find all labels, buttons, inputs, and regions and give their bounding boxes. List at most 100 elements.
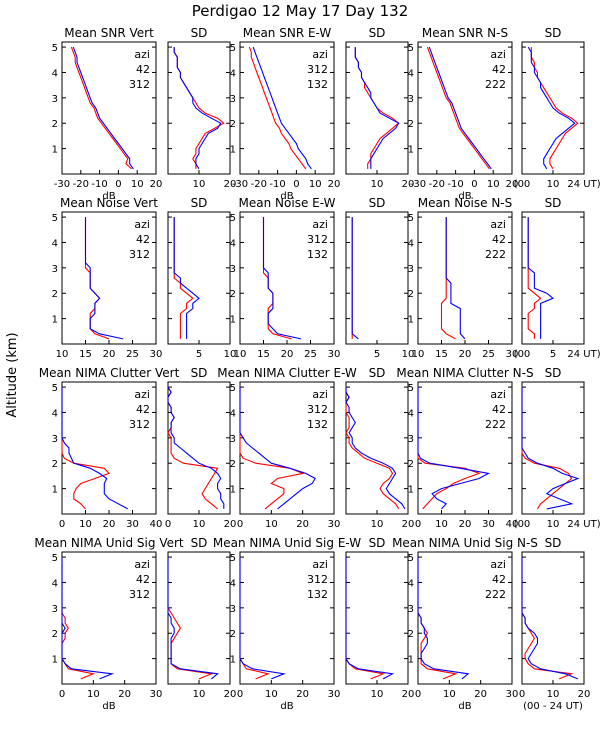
x-tick-label: 15 (79, 349, 92, 360)
series-line-42 (440, 217, 456, 340)
y-tick-label: 4 (408, 238, 414, 249)
x-axis-label: dB (102, 191, 115, 202)
y-tick-label: 2 (52, 289, 58, 300)
panel-title: Mean NIMA Clutter Vert (39, 366, 180, 380)
x-tick-label: 5 (374, 349, 380, 360)
legend-entry: 132 (307, 78, 328, 91)
legend-entry: 222 (485, 588, 506, 601)
series-line-312 (72, 46, 134, 170)
x-tick-label: 20 (224, 179, 237, 190)
panel-frame (239, 41, 335, 175)
legend-entry: 42 (136, 233, 150, 246)
panel-frame (167, 551, 231, 685)
x-tick-label: 40 (150, 519, 163, 530)
y-tick-label: 2 (52, 629, 58, 640)
x-tick-label: 20 (328, 179, 341, 190)
panel-2-5: SD (00 10 24 UT) (514, 366, 600, 530)
panel-frame (239, 381, 335, 515)
panel-0-3: SD 10 20 (345, 26, 414, 190)
x-tick-label: 0 (519, 689, 525, 700)
panel-frame (61, 211, 157, 345)
series-line-42 (530, 47, 579, 170)
x-tick-label: -20 (251, 179, 267, 190)
x-tick-label: 0 (59, 519, 65, 530)
series-line-312 (167, 557, 219, 680)
panel-title: Mean Noise N-S (418, 196, 513, 210)
y-tick-label: 4 (408, 408, 414, 419)
panel-frame (417, 551, 513, 685)
series-line-42 (173, 217, 194, 339)
panel-frame (417, 211, 513, 345)
panel-0-1: SD 10 20 (167, 26, 237, 190)
panel-2-2: Mean NIMA Clutter E-W 1 2 3 4 5 0 10 20 30 azi 312 1… (217, 366, 357, 530)
x-tick-label: -20 (429, 179, 445, 190)
y-tick-label: 2 (408, 119, 414, 130)
x-tick-label: 0 (237, 689, 243, 700)
legend-entry: 222 (485, 418, 506, 431)
y-tick-label: 5 (230, 383, 236, 394)
y-tick-label: 3 (230, 604, 236, 615)
y-tick-label: 5 (408, 383, 414, 394)
legend-entry: 312 (129, 418, 150, 431)
y-tick-label: 3 (408, 604, 414, 615)
series-line-42 (84, 217, 110, 340)
panel-title: Mean Noise Vert (60, 196, 158, 210)
y-tick-label: 1 (230, 315, 236, 326)
x-tick-label: 20 (402, 519, 415, 530)
y-tick-label: 1 (52, 655, 58, 666)
x-tick-label: 30 (506, 689, 519, 700)
legend-header: azi (134, 48, 150, 61)
y-tick-label: 4 (408, 68, 414, 79)
series-line-222 (417, 557, 470, 680)
legend-entry: 42 (492, 403, 506, 416)
y-tick-label: 4 (230, 578, 236, 589)
x-tick-label: 10 (547, 519, 560, 530)
panel-0-4: Mean SNR N-S 1 2 3 4 5 -30 -20 -10 0 10 20 dB azi 42 22… (408, 26, 519, 202)
panel-title: SD (545, 26, 562, 40)
x-tick-label: 10 (87, 689, 100, 700)
x-tick-label: 20 (150, 179, 163, 190)
legend-header: azi (312, 388, 328, 401)
y-tick-label: 3 (52, 434, 58, 445)
y-tick-label: 5 (52, 43, 58, 54)
legend-entry: 312 (307, 63, 328, 76)
panel-frame (239, 211, 335, 345)
x-tick-label: -30 (54, 179, 70, 190)
y-tick-label: 2 (230, 119, 236, 130)
panel-title: Mean SNR E-W (243, 26, 332, 40)
series-line-42 (521, 387, 573, 510)
x-tick-label: 10 (193, 179, 206, 190)
x-tick-label: 10 (309, 179, 322, 190)
x-tick-label: 30 (328, 519, 341, 530)
series-line-222 (417, 387, 491, 510)
legend-entry: 132 (307, 248, 328, 261)
panel-frame (239, 551, 335, 685)
x-tick-label: 10 (412, 349, 425, 360)
panel-title: Mean Noise E-W (239, 196, 336, 210)
x-axis-label: (00 - 24 UT) (523, 701, 583, 712)
legend-entry: 42 (136, 403, 150, 416)
series-line-132 (345, 387, 406, 510)
y-tick-label: 1 (408, 485, 414, 496)
x-tick-label: 0 (59, 689, 65, 700)
x-tick-label: 10 (435, 519, 448, 530)
x-tick-label: 10 (193, 519, 206, 530)
series-line-312 (239, 557, 271, 680)
x-tick-label: -30 (232, 179, 248, 190)
legend-header: azi (312, 218, 328, 231)
series-line-132 (239, 557, 286, 680)
series-line-222 (521, 557, 579, 680)
series-line-312 (173, 217, 200, 339)
panel-1-0: Mean Noise Vert 1 2 3 4 5 10 15 20 25 30 azi 42 312 (52, 196, 163, 360)
series-line-312 (345, 387, 400, 510)
legend-entry: 42 (136, 63, 150, 76)
series-line-312 (248, 46, 307, 170)
x-tick-label: 0 (237, 519, 243, 530)
x-tick-label: 0 (115, 179, 121, 190)
x-axis-label: dB (280, 191, 293, 202)
y-tick-label: 4 (230, 68, 236, 79)
x-tick-label: -10 (91, 179, 107, 190)
y-tick-label: 5 (52, 383, 58, 394)
x-tick-label: 15 (435, 349, 448, 360)
